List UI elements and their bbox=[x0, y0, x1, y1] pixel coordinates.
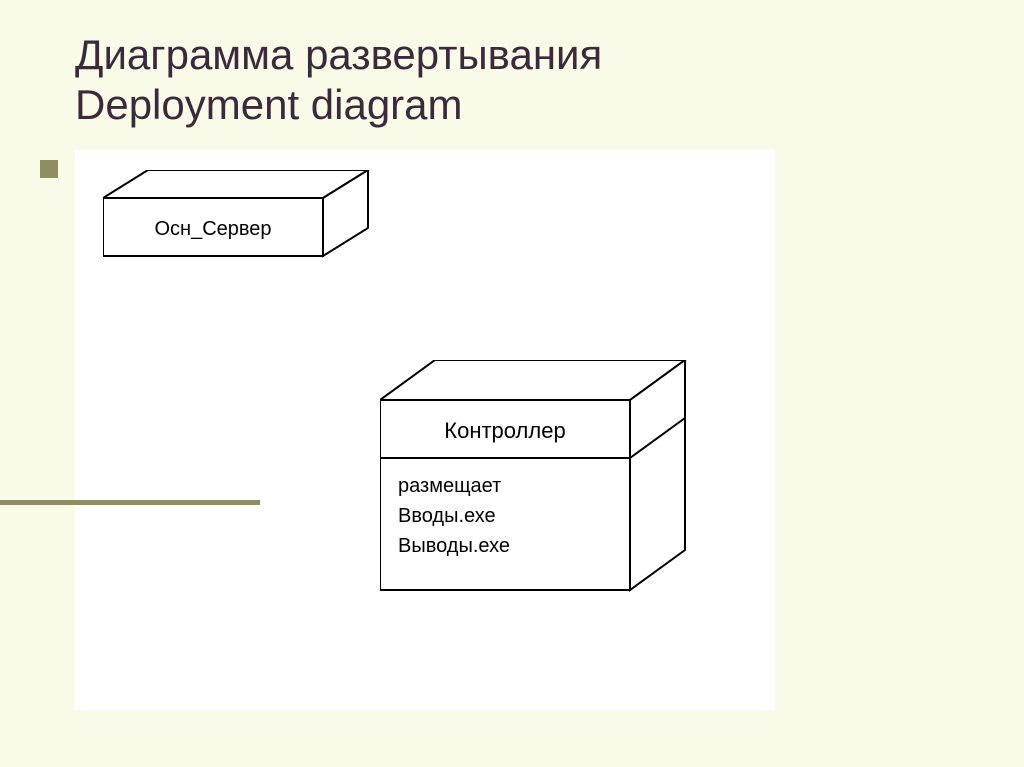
title-line-2: Deployment diagram bbox=[75, 80, 602, 130]
node-controller-label-top: Контроллер bbox=[444, 418, 565, 443]
node-controller: Контроллер размещает Вводы.ехе Выводы.ех… bbox=[380, 360, 700, 610]
node-controller-label-b3: Выводы.ехе bbox=[398, 535, 510, 557]
node-controller-label-b1: размещает bbox=[398, 475, 501, 497]
bullet-icon bbox=[40, 160, 58, 178]
node-controller-label-b2: Вводы.ехе bbox=[398, 505, 496, 527]
diagram-canvas: Осн_Сервер Контроллер размещает Вводы.ех… bbox=[75, 150, 775, 710]
accent-line bbox=[0, 500, 260, 505]
slide-title: Диаграмма развертывания Deployment diagr… bbox=[75, 30, 602, 131]
node-server: Осн_Сервер bbox=[103, 170, 383, 270]
title-line-1: Диаграмма развертывания bbox=[75, 30, 602, 80]
node-server-label: Осн_Сервер bbox=[154, 218, 271, 240]
